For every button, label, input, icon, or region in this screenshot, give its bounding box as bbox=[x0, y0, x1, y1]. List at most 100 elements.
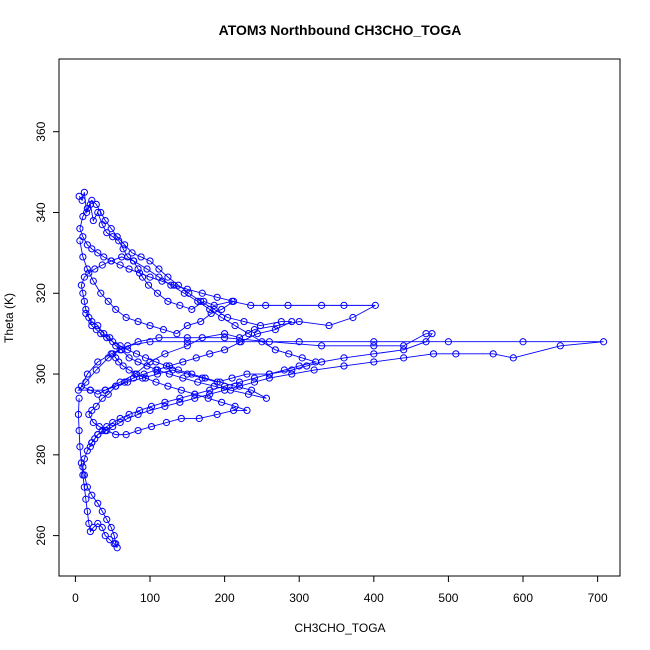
y-axis-label: Theta (K) bbox=[2, 293, 16, 343]
data-point bbox=[97, 289, 105, 297]
data-point bbox=[100, 253, 108, 261]
data-point bbox=[98, 261, 106, 269]
data-point bbox=[125, 265, 133, 273]
data-point bbox=[92, 326, 100, 334]
data-point bbox=[194, 297, 202, 305]
data-point bbox=[124, 342, 132, 350]
data-point bbox=[89, 216, 97, 225]
data-point bbox=[213, 293, 221, 301]
data-point bbox=[116, 342, 124, 350]
data-point bbox=[204, 394, 212, 402]
data-point bbox=[206, 350, 214, 358]
x-axis-label: CH3CHO_TOGA bbox=[294, 621, 385, 635]
data-point bbox=[370, 358, 378, 366]
data-point bbox=[112, 305, 120, 314]
data-point bbox=[201, 374, 209, 382]
data-point bbox=[116, 418, 124, 427]
data-point bbox=[179, 358, 187, 366]
data-point bbox=[265, 370, 273, 378]
data-point bbox=[152, 378, 160, 386]
data-point bbox=[400, 346, 408, 354]
data-point bbox=[303, 362, 311, 370]
data-point bbox=[285, 350, 293, 358]
data-point bbox=[107, 257, 115, 265]
data-point bbox=[317, 301, 326, 309]
data-point bbox=[76, 443, 84, 451]
data-point bbox=[137, 253, 145, 261]
data-point bbox=[125, 354, 133, 362]
data-point bbox=[280, 366, 288, 374]
y-tick-label: 300 bbox=[34, 364, 48, 384]
y-tick-label: 340 bbox=[34, 202, 48, 222]
data-point bbox=[444, 338, 453, 346]
data-point bbox=[83, 507, 91, 515]
data-point bbox=[86, 386, 94, 394]
data-point bbox=[76, 225, 84, 233]
data-point bbox=[370, 350, 378, 358]
data-point bbox=[103, 229, 111, 237]
y-ticks: 260 280 300 320 340 360 bbox=[34, 121, 59, 546]
data-point bbox=[107, 225, 115, 233]
plot-frame bbox=[58, 58, 621, 577]
data-point bbox=[94, 358, 102, 366]
data-point bbox=[94, 499, 102, 507]
data-point bbox=[210, 301, 218, 309]
data-point bbox=[75, 394, 83, 402]
data-point bbox=[340, 362, 348, 370]
data-point bbox=[92, 200, 100, 209]
data-point bbox=[74, 410, 82, 419]
data-point bbox=[231, 321, 239, 330]
data-point bbox=[121, 241, 129, 249]
data-point bbox=[116, 261, 124, 269]
data-point bbox=[110, 540, 118, 548]
data-point bbox=[271, 346, 279, 354]
data-point bbox=[162, 362, 171, 370]
data-point bbox=[79, 289, 87, 297]
data-point bbox=[143, 362, 151, 370]
data-point bbox=[240, 317, 248, 326]
data-point bbox=[176, 301, 184, 309]
data-point bbox=[183, 321, 191, 330]
data-point bbox=[89, 277, 97, 285]
data-point bbox=[75, 426, 83, 435]
data-point bbox=[243, 406, 251, 414]
data-point bbox=[134, 317, 142, 326]
data-point bbox=[325, 321, 333, 330]
data-point bbox=[262, 301, 270, 309]
data-point bbox=[125, 410, 133, 419]
data-point bbox=[192, 354, 200, 362]
data-point bbox=[161, 402, 169, 410]
data-point bbox=[164, 273, 172, 281]
data-point bbox=[119, 362, 127, 370]
data-point bbox=[83, 265, 91, 273]
data-point bbox=[98, 394, 106, 402]
data-point bbox=[191, 390, 199, 398]
data-point bbox=[97, 208, 105, 217]
data-point bbox=[146, 257, 154, 265]
data-point bbox=[198, 289, 206, 297]
data-point bbox=[88, 321, 96, 330]
data-point bbox=[144, 281, 153, 289]
series-line bbox=[79, 199, 292, 436]
data-point bbox=[216, 378, 224, 386]
data-point bbox=[221, 334, 229, 342]
data-point bbox=[183, 338, 191, 346]
data-point bbox=[83, 241, 91, 249]
data-point bbox=[284, 301, 292, 309]
data-point bbox=[83, 483, 91, 491]
x-tick-label: 0 bbox=[72, 591, 79, 605]
data-point bbox=[94, 390, 102, 398]
data-point bbox=[119, 245, 127, 253]
x-tick-label: 700 bbox=[588, 591, 608, 605]
data-point bbox=[103, 422, 111, 431]
data-point bbox=[400, 354, 408, 362]
data-point bbox=[153, 366, 162, 374]
data-point bbox=[121, 378, 129, 386]
data-point bbox=[340, 354, 348, 362]
data-point bbox=[132, 370, 141, 378]
data-point bbox=[226, 386, 235, 394]
x-tick-label: 100 bbox=[140, 591, 160, 605]
data-point bbox=[98, 507, 106, 515]
